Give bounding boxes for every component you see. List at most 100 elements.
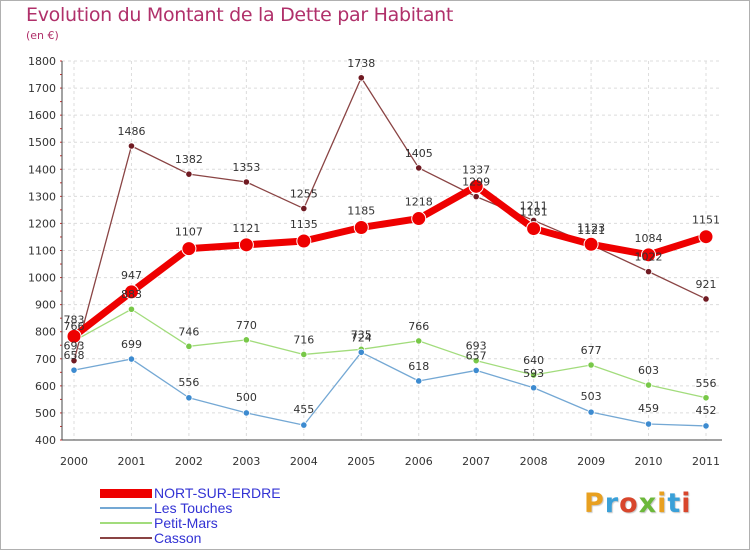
data-point xyxy=(242,178,250,186)
data-point xyxy=(300,350,308,359)
x-tick-label: 2007 xyxy=(462,455,490,468)
data-label: 1185 xyxy=(347,204,375,217)
data-label: 724 xyxy=(351,331,372,344)
logo-letter: x xyxy=(638,488,658,519)
data-label: 1299 xyxy=(462,176,490,189)
data-label: 677 xyxy=(581,344,602,357)
data-label: 1121 xyxy=(577,224,605,237)
data-point xyxy=(472,366,480,375)
data-label: 455 xyxy=(293,403,314,416)
data-label: 603 xyxy=(638,364,659,377)
data-label: 1123 xyxy=(577,221,605,234)
logo-letter: i xyxy=(657,488,668,519)
data-point xyxy=(472,357,480,365)
data-label: 459 xyxy=(638,402,659,415)
data-point xyxy=(185,170,193,178)
y-tick-label: 1100 xyxy=(28,245,56,258)
data-point xyxy=(296,233,312,249)
data-point xyxy=(587,408,595,416)
data-label: 883 xyxy=(121,288,142,301)
x-tick-label: 2002 xyxy=(175,455,203,468)
data-label: 1181 xyxy=(520,206,548,219)
data-label: 1084 xyxy=(635,232,663,245)
data-label: 1151 xyxy=(692,214,720,227)
series-line xyxy=(73,351,707,427)
data-label: 1405 xyxy=(405,147,433,160)
data-label: 1337 xyxy=(462,163,490,176)
data-label: 1218 xyxy=(405,196,433,209)
series-line xyxy=(73,308,707,399)
data-point xyxy=(123,284,139,300)
data-point xyxy=(702,394,710,402)
x-tick-label: 2006 xyxy=(405,455,433,468)
data-label: 1121 xyxy=(232,222,260,235)
x-tick-label: 2000 xyxy=(60,455,88,468)
data-point xyxy=(644,420,653,428)
y-tick-label: 800 xyxy=(35,326,56,339)
data-label: 699 xyxy=(121,338,142,351)
data-point xyxy=(357,348,365,356)
data-point xyxy=(411,211,427,227)
data-point xyxy=(644,268,653,276)
logo-letter: t xyxy=(667,488,682,519)
series-line xyxy=(70,182,710,340)
data-label: 1486 xyxy=(117,125,145,138)
y-tick-label: 700 xyxy=(35,353,56,366)
data-point xyxy=(127,305,136,313)
data-label: 1382 xyxy=(175,153,203,166)
data-label: 1255 xyxy=(290,188,318,201)
y-tick-label: 500 xyxy=(35,407,56,420)
data-label: 657 xyxy=(466,349,487,362)
chart-subtitle: (en €) xyxy=(26,29,59,42)
data-point xyxy=(526,221,542,237)
data-point xyxy=(530,371,538,379)
x-tick-label: 2004 xyxy=(290,455,318,468)
x-tick-label: 2001 xyxy=(117,455,145,468)
data-label: 1738 xyxy=(347,57,375,70)
legend-swatch xyxy=(100,507,152,509)
logo-letter: i xyxy=(681,488,692,519)
y-tick-label: 1400 xyxy=(28,163,56,176)
data-point xyxy=(238,237,254,253)
data-point xyxy=(644,381,653,389)
x-tick-label: 2005 xyxy=(347,455,375,468)
data-label: 452 xyxy=(696,404,717,417)
data-point xyxy=(300,204,308,213)
proxiti-logo: Proxiti xyxy=(584,488,692,519)
data-label: 766 xyxy=(64,320,85,333)
data-point xyxy=(353,219,369,235)
data-label: 1022 xyxy=(635,251,663,264)
data-label: 1353 xyxy=(232,161,260,174)
legend-label: Casson xyxy=(154,530,202,546)
y-tick-label: 1800 xyxy=(28,55,56,68)
data-label: 658 xyxy=(64,349,85,362)
data-point xyxy=(242,409,250,417)
data-point xyxy=(70,357,78,365)
data-label: 640 xyxy=(523,354,544,367)
data-label: 746 xyxy=(178,325,199,338)
data-point xyxy=(66,328,82,344)
y-tick-label: 600 xyxy=(35,380,56,393)
legend-label: Les Touches xyxy=(154,500,233,516)
data-point xyxy=(185,342,193,350)
data-label: 500 xyxy=(236,391,257,404)
data-point xyxy=(468,178,484,194)
data-label: 947 xyxy=(121,269,142,282)
data-point xyxy=(185,394,193,402)
data-point xyxy=(127,142,136,150)
chart-title: Evolution du Montant de la Dette par Hab… xyxy=(26,4,454,26)
data-point xyxy=(698,229,714,245)
data-point xyxy=(415,337,423,345)
logo-letter: r xyxy=(604,488,620,519)
data-label: 593 xyxy=(523,367,544,380)
data-point xyxy=(181,241,197,257)
y-tick-label: 1000 xyxy=(28,272,56,285)
data-label: 716 xyxy=(293,333,314,346)
y-tick-label: 1700 xyxy=(28,82,56,95)
data-point xyxy=(583,236,599,252)
data-point xyxy=(702,295,710,303)
x-tick-label: 2003 xyxy=(232,455,260,468)
data-point xyxy=(415,164,423,172)
data-point xyxy=(300,421,308,429)
data-point xyxy=(127,355,136,363)
